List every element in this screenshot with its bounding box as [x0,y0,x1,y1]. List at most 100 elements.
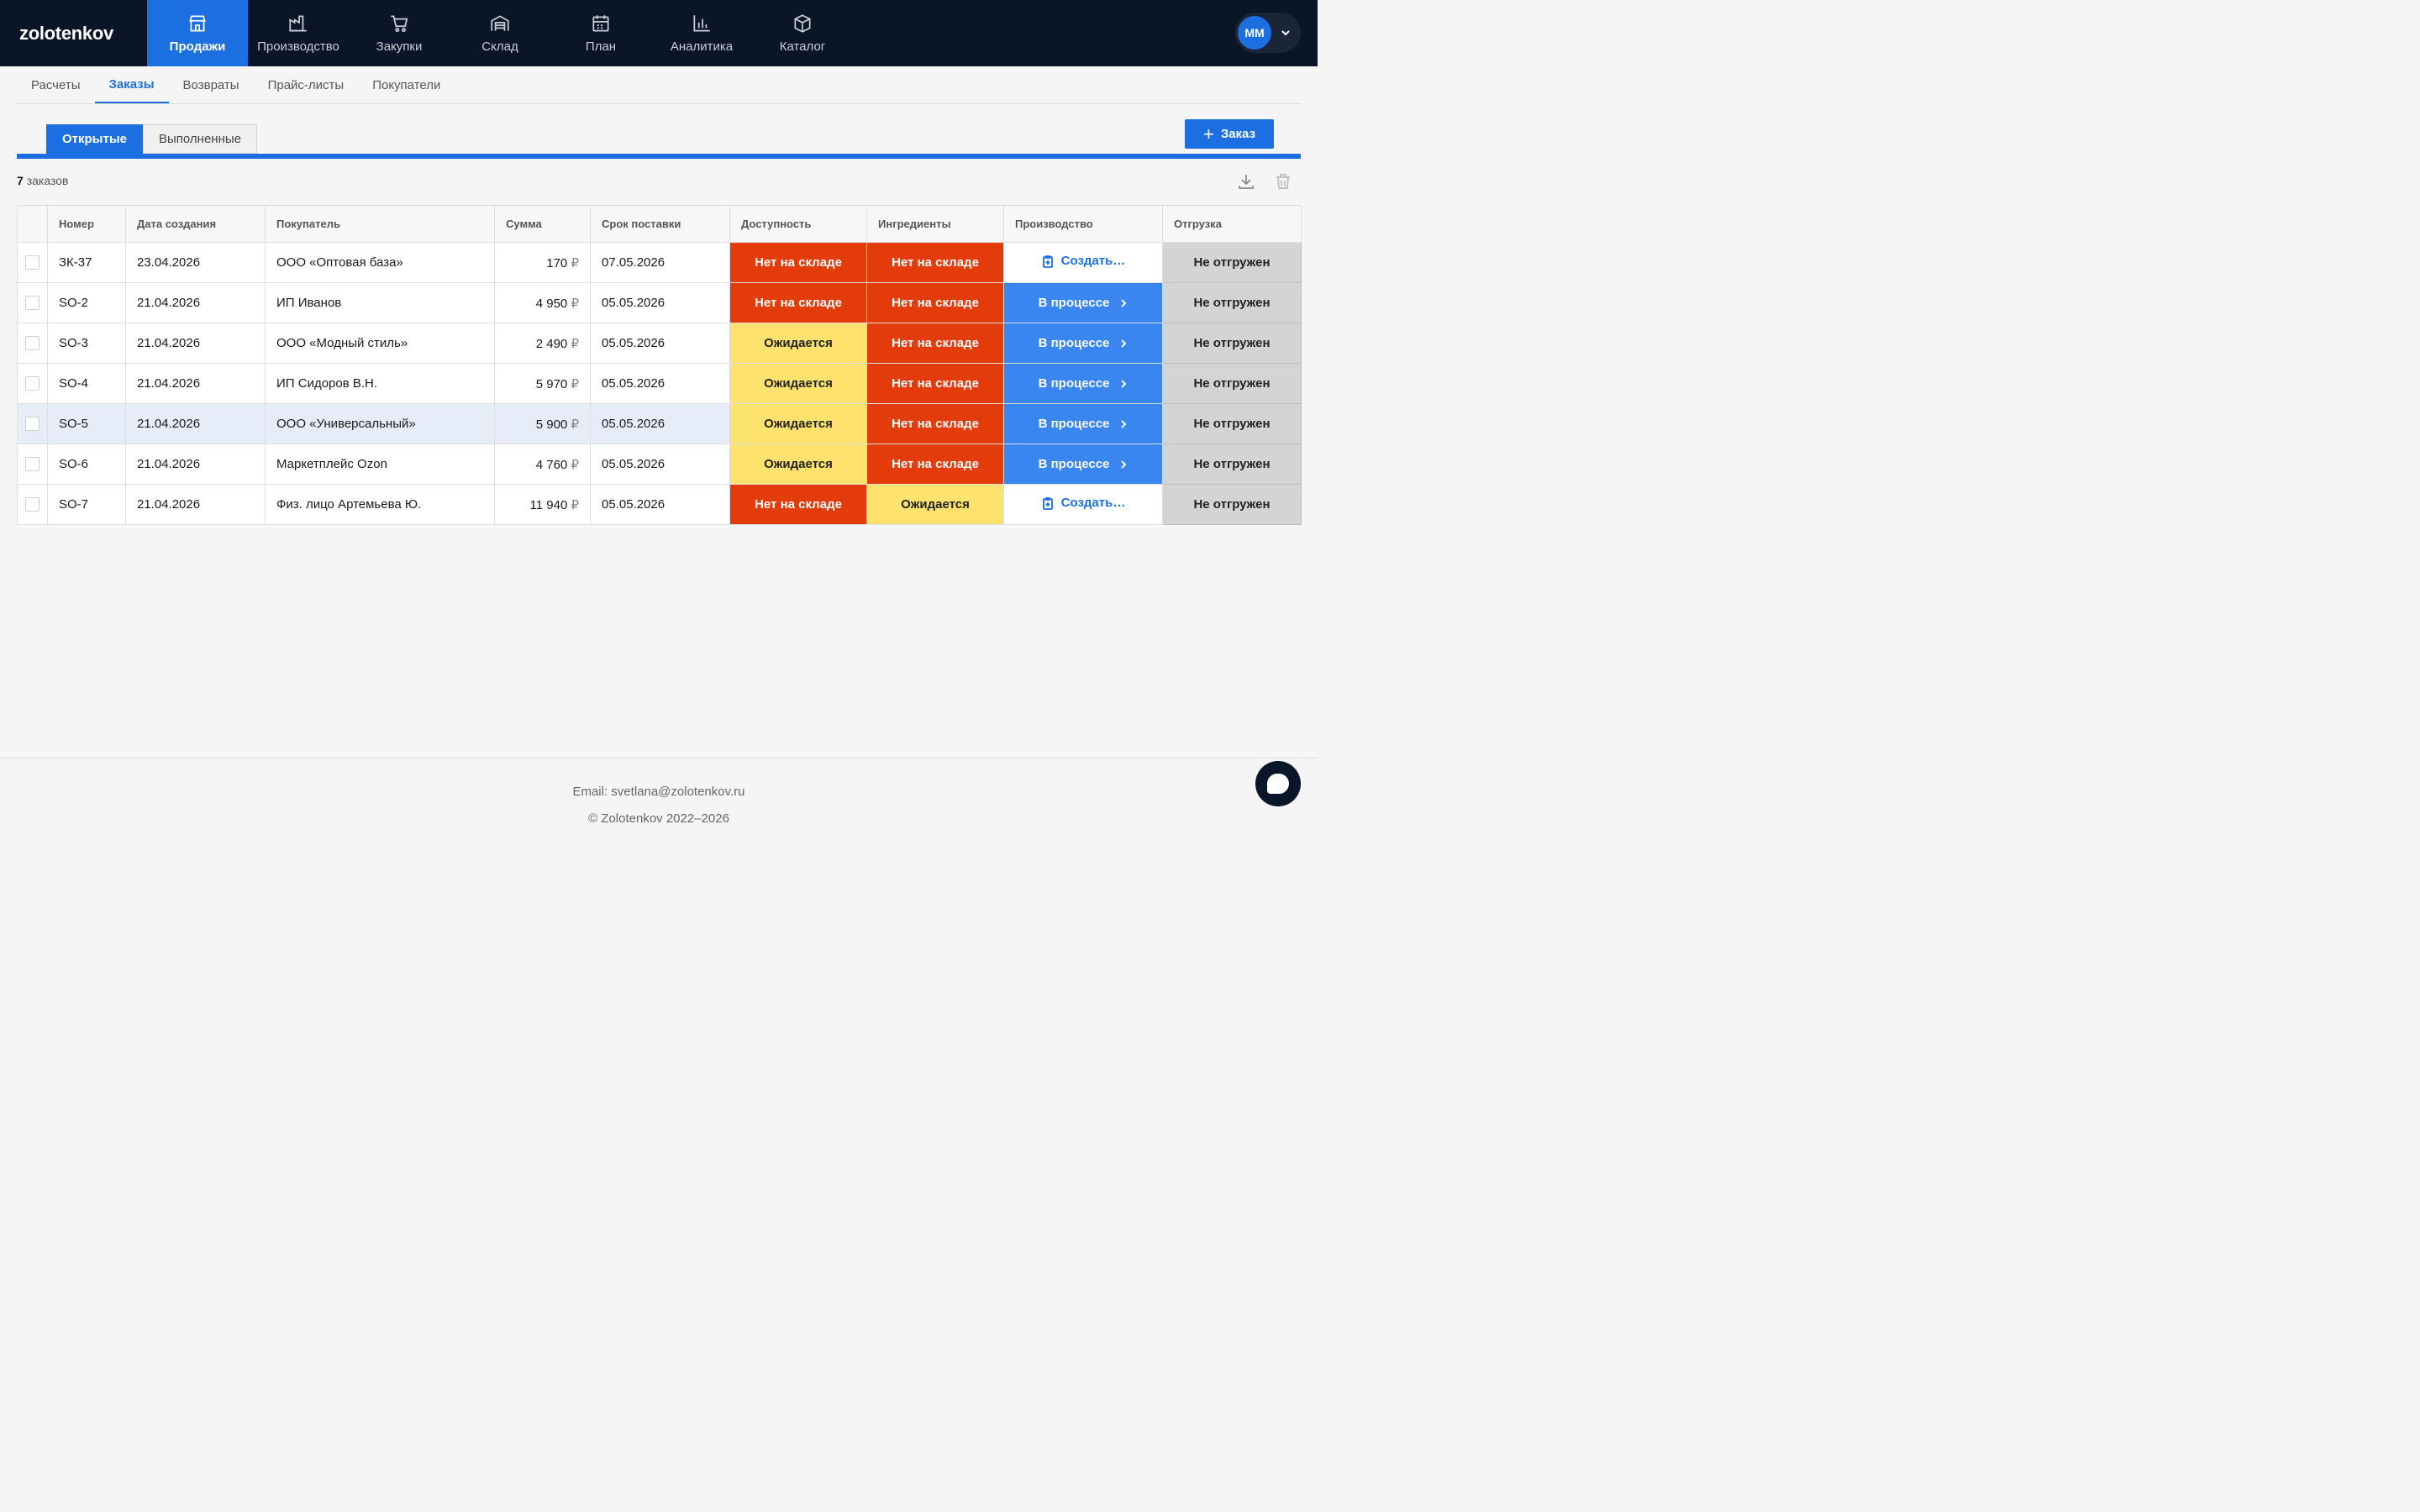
order-number[interactable]: SO-4 [47,363,126,404]
availability-status[interactable]: Ожидается [729,323,867,364]
column-header-number[interactable]: Номер [47,205,126,243]
production-create-button[interactable]: Создать… [1003,242,1163,283]
availability-status[interactable]: Нет на складе [729,282,867,323]
order-created: 21.04.2026 [125,282,266,323]
order-number[interactable]: ЗК-37 [47,242,126,283]
tab-price-lists[interactable]: Прайс-листы [267,77,345,92]
row-checkbox[interactable] [25,296,39,311]
download-icon[interactable] [1236,171,1256,192]
ingredients-status[interactable]: Нет на складе [866,282,1004,323]
tab-returns[interactable]: Возвраты [182,77,239,92]
table-row[interactable]: SO-2 21.04.2026 ИП Иванов 4 950 ₽ 05.05.… [17,282,1302,323]
row-checkbox[interactable] [25,457,39,472]
nav-item-production[interactable]: Производство [248,0,349,66]
production-create-button[interactable]: Создать… [1003,484,1163,525]
table-header-row: Номер Дата создания Покупатель Сумма Сро… [17,205,1302,243]
shipping-status[interactable]: Не отгружен [1162,444,1302,485]
nav-item-plan[interactable]: План [550,0,651,66]
table-row[interactable]: ЗК-37 23.04.2026 ООО «Оптовая база» 170 … [17,242,1302,283]
store-icon [189,15,206,32]
production-status-button[interactable]: В процессе [1003,444,1163,485]
column-header-shipping[interactable]: Отгрузка [1162,205,1302,243]
column-header-created[interactable]: Дата создания [125,205,266,243]
nav-item-purchases[interactable]: Закупки [349,0,450,66]
trash-icon[interactable] [1273,171,1293,192]
column-header-availability[interactable]: Доступность [729,205,867,243]
tab-open-orders[interactable]: Открытые [46,124,143,154]
user-menu[interactable]: ММ [1235,13,1301,53]
order-number[interactable]: SO-7 [47,484,126,525]
shipping-status[interactable]: Не отгружен [1162,242,1302,283]
order-buyer: ООО «Оптовая база» [265,242,495,283]
column-header-deadline[interactable]: Срок поставки [590,205,730,243]
column-header-sum[interactable]: Сумма [494,205,591,243]
column-header-ingredients[interactable]: Ингредиенты [866,205,1004,243]
nav-item-catalog[interactable]: Каталог [752,0,853,66]
tab-buyers[interactable]: Покупатели [372,77,441,92]
chevron-down-icon[interactable] [1280,27,1292,39]
tab-settlements[interactable]: Расчеты [31,77,81,92]
nav-label: Склад [481,39,518,54]
row-checkbox[interactable] [25,376,39,391]
table-row[interactable]: SO-4 21.04.2026 ИП Сидоров В.Н. 5 970 ₽ … [17,363,1302,404]
add-order-button[interactable]: + Заказ [1185,119,1274,149]
nav-item-sales[interactable]: Продажи [147,0,248,66]
cart-icon [391,15,408,33]
avatar[interactable]: ММ [1238,16,1271,50]
clipboard-plus-icon [1042,255,1053,268]
currency-sign: ₽ [571,376,579,391]
logo[interactable]: zolotenkov [19,22,113,44]
availability-status[interactable]: Ожидается [729,444,867,485]
footer-email[interactable]: Email: svetlana@zolotenkov.ru [572,785,745,799]
row-checkbox[interactable] [25,497,39,512]
availability-status[interactable]: Ожидается [729,403,867,444]
availability-status[interactable]: Нет на складе [729,484,867,525]
add-order-label: Заказ [1220,127,1256,141]
production-status-button[interactable]: В процессе [1003,323,1163,364]
nav-label: Аналитика [670,39,734,54]
status-tabs: Открытые Выполненные [46,124,257,154]
column-header-buyer[interactable]: Покупатель [265,205,495,243]
row-checkbox[interactable] [25,336,39,351]
shipping-status[interactable]: Не отгружен [1162,323,1302,364]
order-deadline: 05.05.2026 [590,282,730,323]
order-number[interactable]: SO-6 [47,444,126,485]
table-row[interactable]: SO-7 21.04.2026 Физ. лицо Артемьева Ю. 1… [17,484,1302,525]
column-header-production[interactable]: Производство [1003,205,1163,243]
ingredients-status[interactable]: Нет на складе [866,242,1004,283]
table-row[interactable]: SO-5 21.04.2026 ООО «Универсальный» 5 90… [17,403,1302,444]
table-row[interactable]: SO-3 21.04.2026 ООО «Модный стиль» 2 490… [17,323,1302,364]
order-number[interactable]: SO-5 [47,403,126,444]
shipping-status[interactable]: Не отгружен [1162,363,1302,404]
shipping-status[interactable]: Не отгружен [1162,282,1302,323]
order-deadline: 05.05.2026 [590,323,730,364]
currency-sign: ₽ [571,417,579,432]
shipping-status[interactable]: Не отгружен [1162,484,1302,525]
availability-status[interactable]: Нет на складе [729,242,867,283]
availability-status[interactable]: Ожидается [729,363,867,404]
row-checkbox[interactable] [25,255,39,270]
factory-icon [289,15,307,32]
order-number[interactable]: SO-3 [47,323,126,364]
order-deadline: 05.05.2026 [590,403,730,444]
shipping-status[interactable]: Не отгружен [1162,403,1302,444]
nav-item-analytics[interactable]: Аналитика [651,0,752,66]
ingredients-status[interactable]: Нет на складе [866,363,1004,404]
ingredients-status[interactable]: Нет на складе [866,403,1004,444]
ingredients-status[interactable]: Нет на складе [866,323,1004,364]
order-number[interactable]: SO-2 [47,282,126,323]
order-sum: 4 760 [535,457,568,472]
nav-item-warehouse[interactable]: Склад [450,0,550,66]
nav-label: Каталог [779,39,826,54]
tab-orders[interactable]: Заказы [94,66,169,103]
order-created: 21.04.2026 [125,323,266,364]
ingredients-status[interactable]: Ожидается [866,484,1004,525]
production-status-button[interactable]: В процессе [1003,403,1163,444]
chat-button[interactable] [1255,761,1301,806]
tab-completed-orders[interactable]: Выполненные [143,124,257,154]
ingredients-status[interactable]: Нет на складе [866,444,1004,485]
production-status-button[interactable]: В процессе [1003,363,1163,404]
row-checkbox[interactable] [25,417,39,432]
table-row[interactable]: SO-6 21.04.2026 Маркетплейс Ozon 4 760 ₽… [17,444,1302,485]
production-status-button[interactable]: В процессе [1003,282,1163,323]
